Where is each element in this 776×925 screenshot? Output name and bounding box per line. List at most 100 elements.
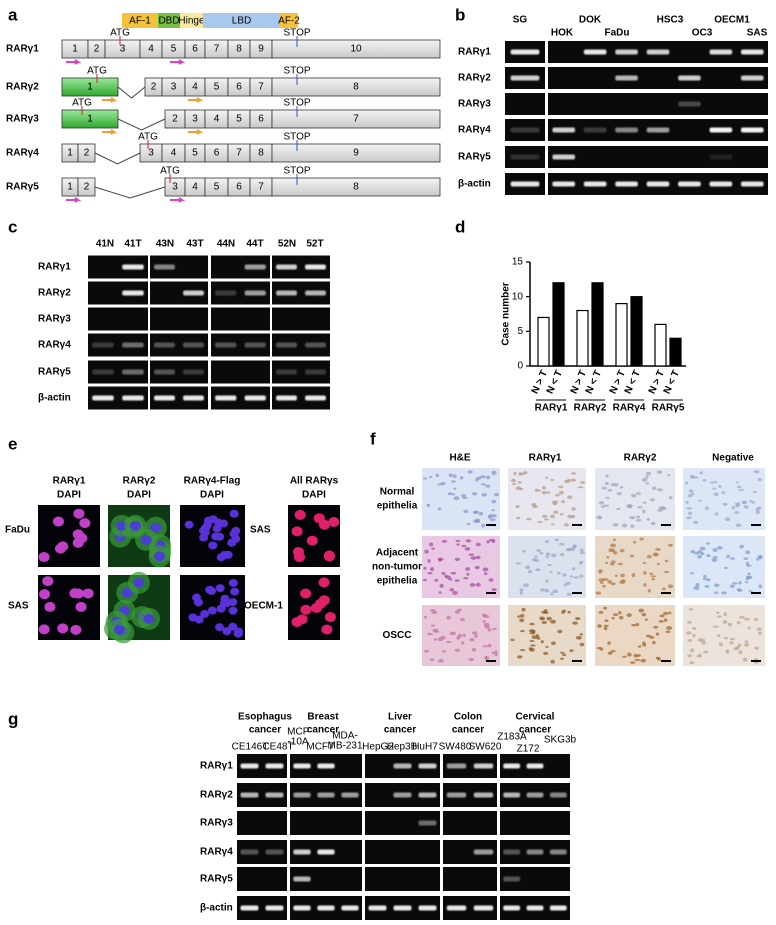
lane-label: 41T bbox=[124, 239, 141, 250]
tissue-cell bbox=[550, 553, 557, 558]
tissue-cell bbox=[512, 482, 516, 486]
tissue-cell bbox=[634, 658, 641, 661]
nucleus bbox=[38, 624, 50, 635]
band bbox=[276, 290, 297, 296]
exon-number: 1 bbox=[67, 182, 73, 193]
panel-label: d bbox=[455, 217, 465, 236]
tissue-cell bbox=[655, 632, 660, 636]
stain-label: DAPI bbox=[127, 490, 151, 501]
tissue-cell bbox=[737, 588, 743, 592]
tissue-cell bbox=[530, 644, 536, 647]
lane-label: FaDu bbox=[605, 28, 630, 39]
tissue-cell bbox=[737, 643, 742, 648]
band bbox=[473, 763, 494, 769]
tissue-cell bbox=[528, 647, 533, 651]
column-label: RARγ2 bbox=[624, 453, 657, 464]
row-label: RARγ3 bbox=[38, 314, 71, 325]
tissue-cell bbox=[607, 488, 613, 492]
tissue-cell bbox=[636, 492, 641, 496]
tissue-cell bbox=[668, 496, 673, 500]
cell-line: SAS bbox=[8, 601, 29, 612]
band bbox=[276, 342, 297, 348]
band bbox=[473, 849, 494, 855]
primer bbox=[170, 59, 186, 65]
domain-label: DBD bbox=[158, 16, 179, 27]
tissue-cell bbox=[652, 640, 656, 645]
tissue-cell bbox=[572, 621, 578, 625]
tissue-cell bbox=[651, 578, 656, 581]
exon-number: 9 bbox=[258, 44, 264, 55]
exon-number: 7 bbox=[258, 182, 264, 193]
lane-label: SW480 bbox=[439, 742, 472, 753]
tissue-cell bbox=[646, 554, 652, 559]
nucleus bbox=[291, 526, 303, 537]
tissue-cell bbox=[616, 507, 621, 510]
tissue-cell bbox=[718, 642, 724, 647]
nucleus bbox=[184, 520, 194, 529]
nucleus bbox=[199, 526, 209, 535]
tissue-cell bbox=[743, 505, 749, 509]
tissue-cell bbox=[613, 551, 618, 555]
tissue-cell bbox=[620, 573, 625, 578]
tissue-cell bbox=[528, 629, 535, 633]
nucleus bbox=[121, 587, 133, 598]
lane-label: SAS bbox=[747, 28, 768, 39]
gel bbox=[150, 281, 208, 305]
panel-label: e bbox=[8, 434, 17, 453]
tissue-cell bbox=[663, 570, 670, 574]
row-label: β-actin bbox=[200, 903, 233, 914]
cell-line: FaDu bbox=[5, 525, 30, 536]
exon-number: 6 bbox=[236, 182, 242, 193]
tissue-cell bbox=[727, 622, 733, 627]
tissue-cell bbox=[685, 631, 692, 635]
tissue-cell bbox=[735, 503, 740, 508]
tissue-cell bbox=[422, 477, 428, 480]
gel bbox=[443, 811, 497, 835]
tissue-cell bbox=[454, 579, 460, 582]
tissue-cell bbox=[686, 516, 692, 520]
intron bbox=[117, 118, 166, 131]
tissue-cell bbox=[546, 491, 551, 494]
tissue-cell bbox=[716, 611, 720, 615]
band bbox=[244, 290, 266, 296]
lane-label: SG bbox=[513, 15, 528, 26]
tissue-cell bbox=[649, 498, 655, 502]
tissue-cell bbox=[527, 569, 533, 574]
tissue-cell bbox=[459, 476, 464, 480]
tissue-cell bbox=[484, 572, 488, 576]
tissue-cell bbox=[474, 520, 481, 524]
band bbox=[646, 49, 670, 55]
nucleus bbox=[294, 509, 306, 520]
tissue-cell bbox=[699, 546, 706, 551]
tissue-cell bbox=[743, 557, 749, 560]
tissue-cell bbox=[522, 549, 526, 553]
band bbox=[305, 369, 326, 375]
tissue-cell bbox=[643, 583, 647, 587]
panel-label: c bbox=[8, 217, 17, 236]
tissue-cell bbox=[525, 565, 531, 570]
tissue-cell bbox=[658, 620, 664, 623]
tissue-cell bbox=[610, 560, 616, 564]
stain-label: DAPI bbox=[57, 490, 81, 501]
tissue-cell bbox=[481, 523, 485, 528]
tissue-cell bbox=[550, 592, 554, 596]
start-codon: ATG bbox=[138, 132, 158, 143]
cell-line: SAS bbox=[250, 525, 271, 536]
gel bbox=[365, 840, 440, 864]
row-label: β-actin bbox=[458, 179, 491, 190]
y-tick-label: 5 bbox=[517, 326, 523, 337]
tissue-cell bbox=[663, 611, 669, 616]
tissue-cell bbox=[656, 562, 661, 566]
gel bbox=[272, 255, 330, 279]
tissue-cell bbox=[685, 481, 689, 485]
tissue-cell bbox=[542, 514, 548, 518]
tissue-cell bbox=[480, 475, 486, 479]
tissue-cell bbox=[445, 575, 452, 579]
tissue-cell bbox=[697, 554, 702, 559]
tissue-cell bbox=[545, 552, 551, 556]
band bbox=[418, 820, 437, 826]
tissue-cell bbox=[429, 658, 435, 662]
tissue-cell bbox=[635, 622, 640, 627]
tissue-cell bbox=[566, 547, 573, 551]
tissue-cell bbox=[611, 616, 615, 620]
